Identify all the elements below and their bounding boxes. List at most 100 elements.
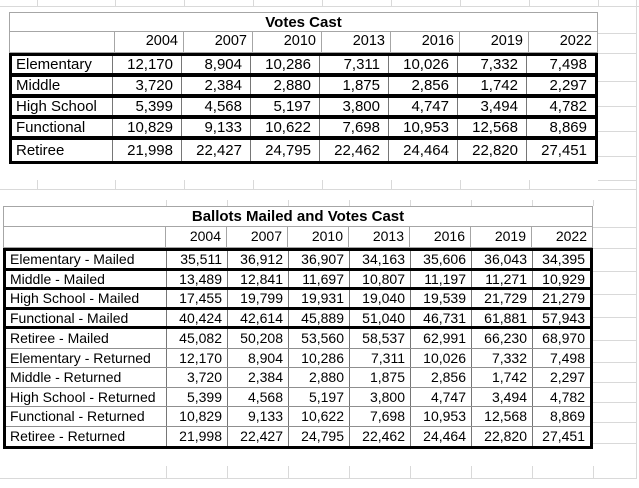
value-cell[interactable]: 7,332: [471, 348, 532, 367]
value-cell[interactable]: 1,742: [457, 77, 526, 94]
value-cell[interactable]: 66,230: [471, 329, 532, 348]
value-cell[interactable]: 5,399: [166, 387, 227, 406]
year-header-cell[interactable]: 2004: [165, 227, 227, 248]
value-cell[interactable]: 24,795: [250, 140, 319, 161]
year-header-cell[interactable]: 2022: [531, 227, 593, 248]
value-cell[interactable]: 7,498: [532, 348, 590, 367]
row-label-cell[interactable]: Functional: [16, 119, 86, 136]
value-cell[interactable]: 57,943: [532, 309, 590, 326]
value-cell[interactable]: 11,697: [288, 270, 349, 287]
value-cell[interactable]: 27,451: [526, 140, 595, 161]
value-cell[interactable]: 21,729: [471, 290, 532, 307]
value-cell[interactable]: 19,931: [288, 290, 349, 307]
value-cell[interactable]: 10,807: [349, 270, 410, 287]
value-cell[interactable]: 1,742: [471, 368, 532, 387]
value-cell[interactable]: 45,082: [166, 329, 227, 348]
year-header-cell[interactable]: 2019: [470, 227, 532, 248]
value-cell[interactable]: 10,286: [250, 56, 319, 73]
year-header-cell[interactable]: 2010: [252, 32, 322, 53]
row-label-cell[interactable]: High School - Returned: [10, 388, 156, 405]
value-cell[interactable]: 12,841: [227, 270, 288, 287]
value-cell[interactable]: 22,427: [227, 426, 288, 446]
value-cell[interactable]: 12,170: [166, 348, 227, 367]
value-cell[interactable]: 34,163: [349, 251, 410, 268]
value-cell[interactable]: 34,395: [532, 251, 590, 268]
row-label-cell[interactable]: Elementary: [16, 56, 92, 73]
row-label-cell[interactable]: Retiree - Mailed: [10, 330, 109, 347]
value-cell[interactable]: 12,568: [457, 119, 526, 136]
value-cell[interactable]: 4,782: [532, 387, 590, 406]
value-cell[interactable]: 3,720: [112, 77, 181, 94]
year-header-cell[interactable]: 2010: [287, 227, 349, 248]
value-cell[interactable]: 11,271: [471, 270, 532, 287]
value-cell[interactable]: 45,889: [288, 309, 349, 326]
value-cell[interactable]: 62,991: [410, 329, 471, 348]
value-cell[interactable]: 19,799: [227, 290, 288, 307]
year-header-cell[interactable]: 2016: [409, 227, 471, 248]
row-label-cell[interactable]: Functional - Mailed: [10, 309, 129, 326]
ballots-mailed-title-cell[interactable]: Ballots Mailed and Votes Cast: [3, 206, 593, 227]
value-cell[interactable]: 7,311: [349, 348, 410, 367]
row-label-cell[interactable]: Functional - Returned: [10, 408, 145, 425]
value-cell[interactable]: 36,912: [227, 251, 288, 268]
value-cell[interactable]: 2,384: [181, 77, 250, 94]
value-cell[interactable]: 7,698: [349, 407, 410, 426]
value-cell[interactable]: 12,568: [471, 407, 532, 426]
value-cell[interactable]: 10,829: [112, 119, 181, 136]
value-cell[interactable]: 24,464: [410, 426, 471, 446]
value-cell[interactable]: 8,869: [532, 407, 590, 426]
value-cell[interactable]: 19,539: [410, 290, 471, 307]
value-cell[interactable]: 10,953: [388, 119, 457, 136]
value-cell[interactable]: 21,998: [112, 140, 181, 161]
value-cell[interactable]: 3,800: [319, 98, 388, 115]
year-header-cell[interactable]: 2007: [226, 227, 288, 248]
value-cell[interactable]: 24,795: [288, 426, 349, 446]
value-cell[interactable]: 22,427: [181, 140, 250, 161]
value-cell[interactable]: 61,881: [471, 309, 532, 326]
value-cell[interactable]: 7,498: [526, 56, 595, 73]
value-cell[interactable]: 2,297: [526, 77, 595, 94]
value-cell[interactable]: 2,880: [288, 368, 349, 387]
year-header-cell[interactable]: 2022: [528, 32, 598, 53]
value-cell[interactable]: 8,904: [181, 56, 250, 73]
corner-empty-cell[interactable]: [3, 227, 166, 248]
year-header-cell[interactable]: 2019: [459, 32, 529, 53]
row-label-cell[interactable]: Elementary - Mailed: [10, 251, 135, 268]
value-cell[interactable]: 10,622: [288, 407, 349, 426]
value-cell[interactable]: 36,043: [471, 251, 532, 268]
value-cell[interactable]: 5,197: [288, 387, 349, 406]
value-cell[interactable]: 1,875: [319, 77, 388, 94]
value-cell[interactable]: 4,782: [526, 98, 595, 115]
value-cell[interactable]: 12,170: [112, 56, 181, 73]
row-label-cell[interactable]: Middle: [16, 77, 61, 94]
value-cell[interactable]: 5,197: [250, 98, 319, 115]
value-cell[interactable]: 2,856: [410, 368, 471, 387]
value-cell[interactable]: 50,208: [227, 329, 288, 348]
row-label-cell[interactable]: Elementary - Returned: [10, 349, 151, 366]
value-cell[interactable]: 22,462: [349, 426, 410, 446]
value-cell[interactable]: 13,489: [166, 270, 227, 287]
value-cell[interactable]: 35,511: [166, 251, 227, 268]
value-cell[interactable]: 24,464: [388, 140, 457, 161]
value-cell[interactable]: 8,904: [227, 348, 288, 367]
value-cell[interactable]: 19,040: [349, 290, 410, 307]
value-cell[interactable]: 10,953: [410, 407, 471, 426]
row-label-cell[interactable]: Middle - Returned: [10, 369, 122, 386]
value-cell[interactable]: 10,026: [410, 348, 471, 367]
value-cell[interactable]: 7,698: [319, 119, 388, 136]
value-cell[interactable]: 22,462: [319, 140, 388, 161]
value-cell[interactable]: 11,197: [410, 270, 471, 287]
corner-empty-cell[interactable]: [9, 32, 115, 53]
value-cell[interactable]: 10,829: [166, 407, 227, 426]
year-header-cell[interactable]: 2007: [183, 32, 253, 53]
value-cell[interactable]: 68,970: [532, 329, 590, 348]
value-cell[interactable]: 58,537: [349, 329, 410, 348]
value-cell[interactable]: 27,451: [532, 426, 590, 446]
value-cell[interactable]: 10,622: [250, 119, 319, 136]
value-cell[interactable]: 9,133: [181, 119, 250, 136]
value-cell[interactable]: 5,399: [112, 98, 181, 115]
value-cell[interactable]: 51,040: [349, 309, 410, 326]
value-cell[interactable]: 4,568: [181, 98, 250, 115]
value-cell[interactable]: 4,747: [388, 98, 457, 115]
year-header-cell[interactable]: 2013: [321, 32, 391, 53]
